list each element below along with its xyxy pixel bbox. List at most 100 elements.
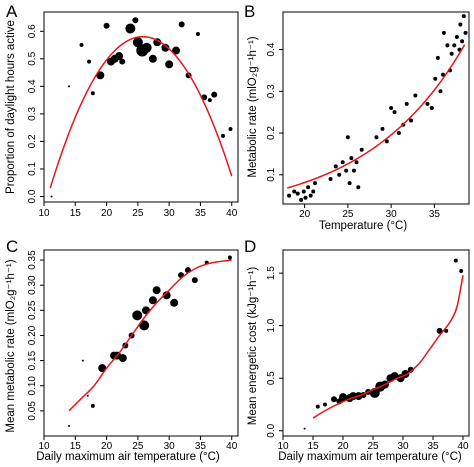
panel-b-ytick-label: 0.1 bbox=[266, 167, 277, 181]
panel-c-point bbox=[170, 298, 179, 307]
panel-d-point bbox=[323, 402, 327, 407]
panel-c-plot: 10 15 20 25 30 35 40 0.05 0.10 0.15 0.20 0.25 0.30 0.… bbox=[27, 249, 239, 452]
panel-a-xtick-label: 25 bbox=[132, 208, 144, 219]
panel-b-xtick-label: 35 bbox=[429, 209, 441, 220]
panel-b-point bbox=[445, 43, 450, 48]
panel-c-xtick-label: 35 bbox=[195, 441, 207, 452]
panel-a-point bbox=[87, 59, 92, 64]
panel-d-xtick-label: 40 bbox=[457, 441, 469, 452]
panel-d: D 10 15 20 25 30 35 40 0.0 0.5 1.0 1.5 Mean energe… bbox=[244, 237, 470, 463]
panel-c-point bbox=[162, 291, 171, 300]
panel-a-point bbox=[228, 127, 233, 132]
panel-c-ytick-label: 0.10 bbox=[27, 376, 38, 396]
panel-b-point bbox=[347, 181, 352, 186]
panel-b-point bbox=[301, 189, 306, 194]
panel-b-point bbox=[311, 189, 316, 194]
panel-b-fit-line bbox=[287, 44, 466, 189]
panel-a-frame bbox=[43, 11, 239, 203]
panel-a-ytick-label: 0.1 bbox=[27, 162, 38, 176]
panel-b-point bbox=[461, 14, 466, 19]
panel-c-xtick-label: 15 bbox=[70, 441, 82, 452]
panel-c: C 10 15 20 25 30 35 40 0.05 0.10 0.15 0.20 0.25 0.30… bbox=[5, 237, 239, 463]
panel-b-xlabel: Temperature (°C) bbox=[319, 220, 407, 232]
panel-d-xtick-label: 10 bbox=[277, 441, 289, 452]
panel-c-point bbox=[227, 255, 232, 260]
panel-c-ytick-label: 0.20 bbox=[27, 325, 38, 345]
panel-a-point bbox=[125, 23, 136, 34]
panel-a-point bbox=[119, 58, 126, 65]
panel-b-ylabel: Metabolic rate (mlO₂g⁻¹h⁻¹) bbox=[247, 36, 259, 177]
panel-b-point bbox=[396, 131, 401, 136]
panel-b-xtick-label: 25 bbox=[342, 209, 354, 220]
panel-d-point bbox=[331, 396, 337, 403]
panel-a-ylabel: Proportion of daylight hours active bbox=[5, 20, 17, 194]
panel-a-ytick-label: 0.4 bbox=[27, 79, 38, 93]
panel-b-point bbox=[308, 193, 313, 198]
panel-b-xtick-label: 20 bbox=[299, 209, 311, 220]
panel-d-letter: D bbox=[244, 237, 256, 256]
panel-a-point bbox=[172, 46, 181, 55]
panel-b-point bbox=[425, 101, 430, 106]
panel-d-xtick-label: 25 bbox=[367, 441, 379, 452]
panel-d-point bbox=[407, 366, 414, 373]
panel-b-point bbox=[337, 172, 342, 177]
panel-d-ytick-label: 0.5 bbox=[266, 371, 277, 385]
panel-b-point bbox=[351, 168, 356, 173]
panel-c-xtick-label: 25 bbox=[132, 441, 144, 452]
panel-a-fit-line bbox=[49, 35, 233, 189]
panel-c-xtick-label: 30 bbox=[164, 441, 176, 452]
panel-c-point bbox=[152, 286, 161, 295]
panel-b-point bbox=[374, 135, 379, 140]
panel-b-ytick-label: 0.2 bbox=[266, 126, 277, 140]
panel-a-point bbox=[79, 43, 84, 48]
panel-a-xtick-label: 15 bbox=[70, 208, 82, 219]
panel-a-ytick-label: 0.5 bbox=[27, 51, 38, 65]
panel-d-point bbox=[453, 258, 458, 263]
panel-c-xtick-label: 40 bbox=[226, 441, 238, 452]
panel-c-point bbox=[90, 403, 95, 408]
panel-a-point bbox=[141, 42, 152, 53]
panel-c-ytick-label: 0.35 bbox=[27, 250, 38, 270]
panel-d-xtick-label: 15 bbox=[307, 441, 319, 452]
panel-a-point bbox=[115, 52, 124, 61]
panel-a-point bbox=[132, 37, 143, 48]
panel-a-plot: 10 15 20 25 30 35 40 0.0 0.1 0.2 0.3 0.4 0.5 0.6 bbox=[27, 11, 239, 219]
panel-d-ytick-label: 1.0 bbox=[266, 318, 277, 332]
panel-b-point bbox=[458, 22, 463, 27]
panel-c-letter: C bbox=[6, 237, 18, 256]
panel-b-point bbox=[328, 176, 333, 181]
panel-b-point bbox=[463, 30, 468, 35]
panel-c-point bbox=[139, 320, 150, 331]
panel-a-point bbox=[148, 54, 157, 63]
panel-b-point bbox=[404, 101, 409, 106]
panel-b-point bbox=[313, 181, 318, 186]
panel-b-frame bbox=[282, 11, 470, 205]
panel-c-point bbox=[86, 394, 89, 397]
panel-a-point bbox=[103, 22, 110, 29]
panel-b-point bbox=[333, 164, 338, 169]
panel-b-ytick-label: 0.3 bbox=[266, 84, 277, 98]
panel-c-ytick-label: 0.25 bbox=[27, 300, 38, 320]
panel-b-point bbox=[340, 160, 345, 165]
panel-d-point bbox=[459, 269, 464, 274]
panel-c-xtick-label: 10 bbox=[38, 441, 50, 452]
panel-c-xlabel: Daily maximum air temperature (°C) bbox=[36, 451, 220, 463]
panel-b-point bbox=[349, 156, 354, 161]
panel-c-point bbox=[118, 354, 127, 363]
panel-c-ytick-label: 0.15 bbox=[27, 350, 38, 370]
panel-b-point bbox=[429, 106, 434, 110]
panel-b-point bbox=[384, 139, 389, 144]
panel-c-frame bbox=[43, 249, 239, 437]
panel-b-point bbox=[303, 195, 308, 200]
panel-a-point bbox=[211, 91, 218, 98]
panel-b-point bbox=[441, 72, 446, 77]
panel-d-xlabel: Daily maximum air temperature (°C) bbox=[278, 451, 462, 463]
panel-a-xtick-label: 20 bbox=[101, 208, 113, 219]
panel-a-xtick-label: 35 bbox=[195, 208, 207, 219]
panel-a-point bbox=[90, 91, 95, 96]
panel-a-ytick-label: 0.2 bbox=[27, 134, 38, 148]
panel-b-point bbox=[454, 35, 459, 40]
panel-b-point bbox=[409, 118, 414, 123]
panel-a-xtick-label: 10 bbox=[38, 208, 50, 219]
panel-b-point bbox=[287, 193, 292, 198]
